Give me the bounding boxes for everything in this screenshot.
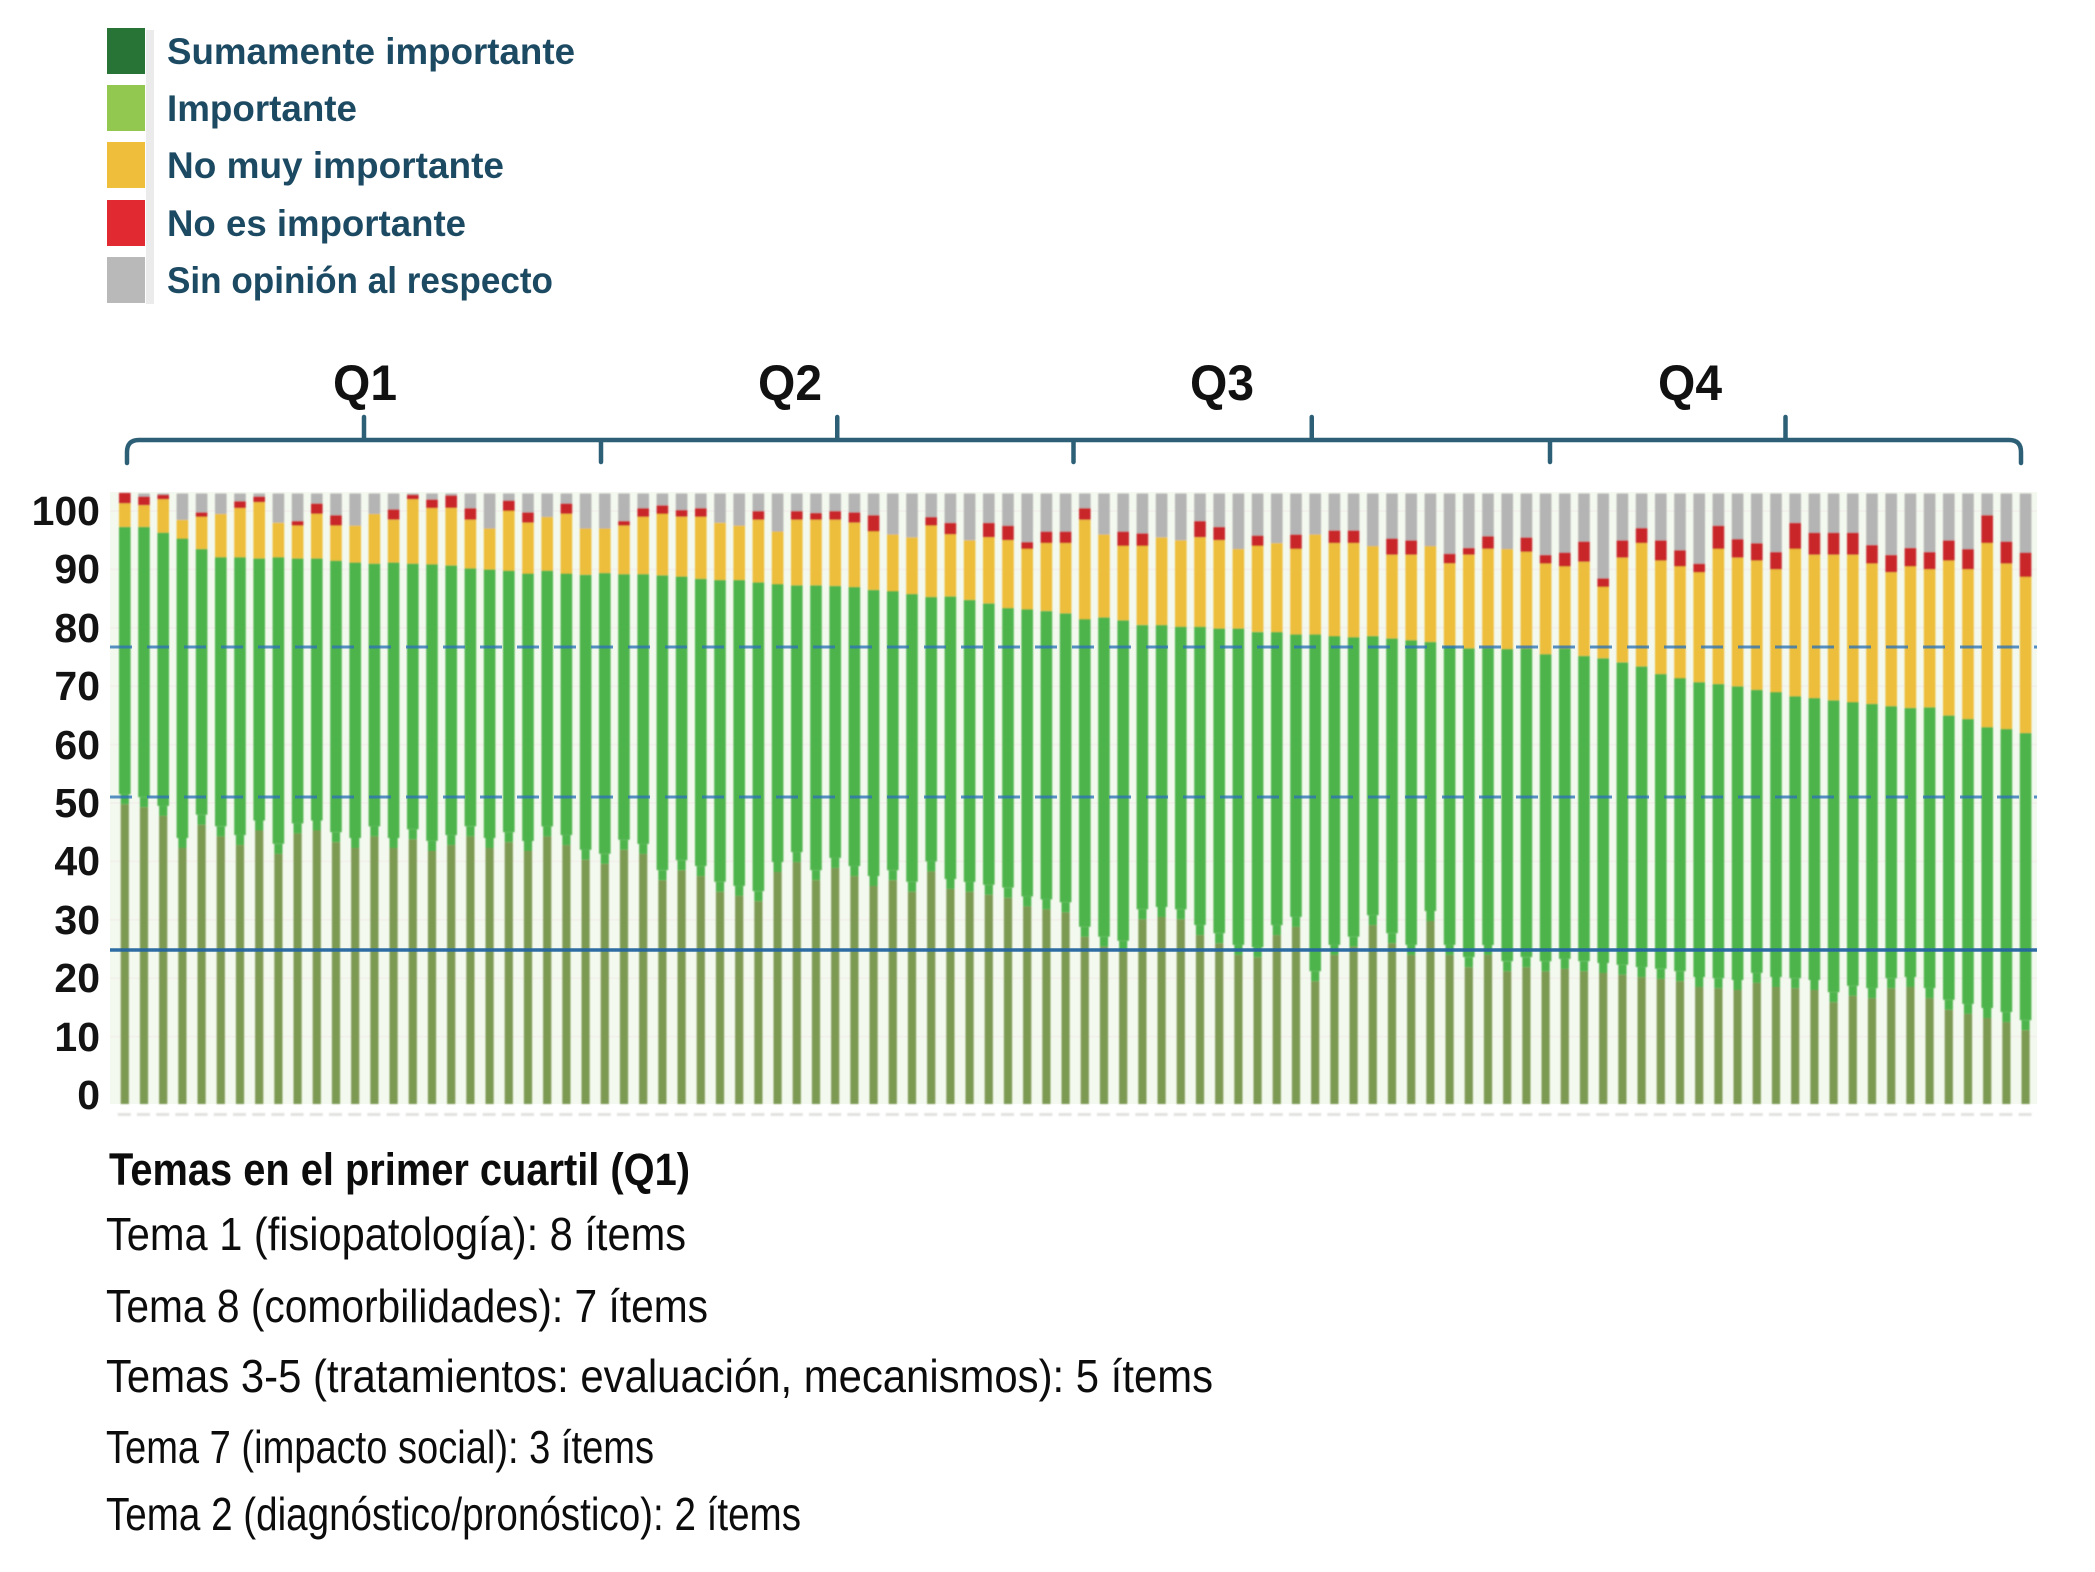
- svg-text:0: 0: [77, 1072, 100, 1118]
- svg-text:90: 90: [54, 546, 100, 592]
- svg-text:100: 100: [32, 488, 100, 534]
- svg-text:Tema 1 (fisiopatología): 8 íte: Tema 1 (fisiopatología): 8 ítems: [106, 1208, 686, 1260]
- svg-text:Tema 8 (comorbilidades): 7 íte: Tema 8 (comorbilidades): 7 ítems: [106, 1280, 708, 1332]
- svg-text:Tema 2 (diagnóstico/pronóstico: Tema 2 (diagnóstico/pronóstico): 2 ítems: [106, 1488, 801, 1540]
- svg-text:60: 60: [54, 722, 100, 768]
- svg-text:80: 80: [54, 605, 100, 651]
- svg-text:Q3: Q3: [1190, 355, 1254, 411]
- svg-text:Temas en el primer cuartil (Q1: Temas en el primer cuartil (Q1): [109, 1144, 690, 1195]
- svg-text:Temas 3-5 (tratamientos: evalu: Temas 3-5 (tratamientos: evaluación, mec…: [106, 1350, 1213, 1402]
- svg-text:Sumamente importante: Sumamente importante: [167, 31, 575, 72]
- svg-text:Q4: Q4: [1658, 355, 1722, 411]
- svg-text:10: 10: [54, 1014, 100, 1060]
- svg-text:20: 20: [54, 955, 100, 1001]
- svg-text:40: 40: [54, 838, 100, 884]
- svg-text:No es importante: No es importante: [167, 203, 466, 244]
- svg-text:Q1: Q1: [333, 355, 397, 411]
- svg-text:Q2: Q2: [758, 355, 822, 411]
- svg-text:70: 70: [54, 663, 100, 709]
- svg-text:No muy importante: No muy importante: [167, 145, 504, 186]
- svg-text:Importante: Importante: [167, 88, 357, 129]
- svg-text:30: 30: [54, 897, 100, 943]
- svg-text:50: 50: [54, 780, 100, 826]
- svg-text:Tema 7 (impacto social): 3 íte: Tema 7 (impacto social): 3 ítems: [106, 1421, 654, 1473]
- svg-text:Sin opinión al respecto: Sin opinión al respecto: [167, 260, 553, 301]
